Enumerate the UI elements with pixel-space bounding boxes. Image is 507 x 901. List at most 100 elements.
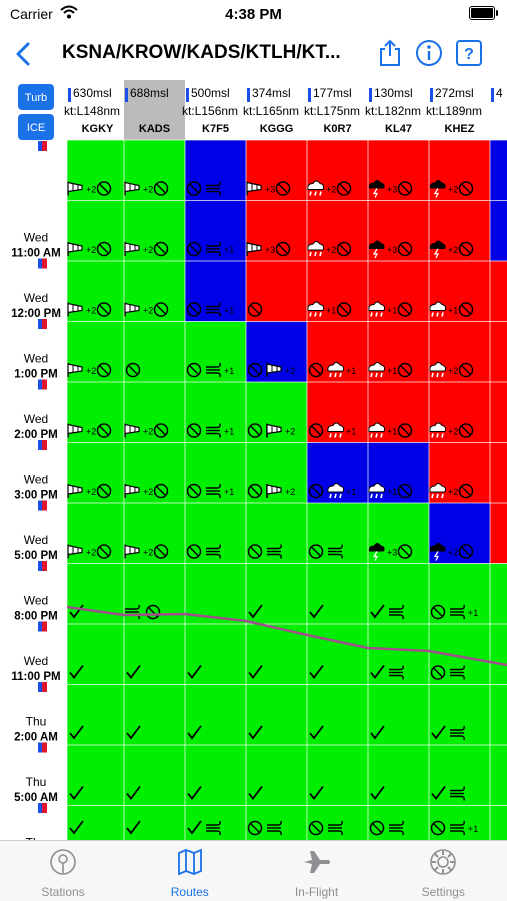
forecast-cell[interactable] [368, 563, 429, 625]
forecast-cell[interactable] [429, 624, 490, 685]
forecast-cell[interactable] [307, 503, 368, 564]
station-header[interactable]: 630msl kt:L148nm KGKY [64, 86, 120, 135]
forecast-cell[interactable] [490, 745, 507, 806]
forecast-cell[interactable] [246, 805, 307, 841]
forecast-cell[interactable]: +2 [429, 382, 490, 443]
forecast-cell[interactable]: +2 [429, 503, 490, 564]
forecast-cell[interactable] [124, 624, 185, 685]
forecast-cell[interactable] [490, 200, 507, 262]
forecast-cell[interactable]: +2 [124, 140, 185, 201]
forecast-cell[interactable] [124, 321, 185, 383]
forecast-cell[interactable]: +1 [307, 321, 368, 383]
tab-routes[interactable]: Routes [127, 847, 253, 899]
forecast-cell[interactable]: +1 [185, 200, 246, 262]
forecast-cell[interactable] [490, 624, 507, 685]
share-icon[interactable] [376, 39, 404, 67]
forecast-cell[interactable] [246, 745, 307, 806]
forecast-cell[interactable] [185, 684, 246, 746]
forecast-cell[interactable] [67, 624, 128, 685]
forecast-cell[interactable]: +2 [246, 321, 307, 383]
forecast-cell[interactable]: +1 [429, 563, 490, 625]
station-header[interactable]: 4 [491, 86, 503, 102]
forecast-cell[interactable] [490, 563, 507, 625]
turb-toggle-button[interactable]: Turb [18, 84, 54, 110]
forecast-cell[interactable] [307, 805, 368, 841]
forecast-cell[interactable]: +1 [429, 261, 490, 322]
forecast-cell[interactable]: +2 [67, 140, 128, 201]
forecast-cell[interactable] [490, 140, 507, 201]
forecast-cell[interactable]: +1 [368, 442, 429, 504]
forecast-cell[interactable]: +2 [124, 200, 185, 262]
forecast-cell[interactable]: +1 [185, 442, 246, 504]
help-icon[interactable]: ? [455, 39, 483, 67]
forecast-cell[interactable] [67, 805, 128, 841]
forecast-cell[interactable] [185, 140, 246, 201]
forecast-cell[interactable] [368, 745, 429, 806]
forecast-cell[interactable]: +1 [185, 261, 246, 322]
tab-stations[interactable]: Stations [0, 847, 126, 899]
back-chevron-icon[interactable] [10, 40, 38, 68]
station-header[interactable]: 500msl kt:L156nm K7F5 [182, 86, 238, 135]
forecast-cell[interactable] [368, 805, 429, 841]
forecast-cell[interactable] [429, 684, 490, 746]
forecast-cell[interactable]: +2 [246, 382, 307, 443]
forecast-cell[interactable] [429, 745, 490, 806]
forecast-cell[interactable]: +3 [368, 140, 429, 201]
forecast-cell[interactable]: +1 [185, 321, 246, 383]
forecast-cell[interactable]: +2 [124, 382, 185, 443]
forecast-cell[interactable] [490, 503, 507, 564]
forecast-cell[interactable] [307, 563, 368, 625]
forecast-cell[interactable] [246, 261, 307, 322]
forecast-cell[interactable]: +1 [368, 382, 429, 443]
info-icon[interactable] [415, 39, 443, 67]
forecast-cell[interactable] [307, 684, 368, 746]
station-header[interactable]: 272msl kt:L189nm KHEZ [426, 86, 482, 135]
forecast-cell[interactable]: +1 [429, 805, 490, 841]
forecast-cell[interactable] [490, 805, 507, 841]
tab-in-flight[interactable]: In-Flight [254, 847, 380, 899]
forecast-cell[interactable] [490, 684, 507, 746]
forecast-cell[interactable]: +1 [185, 382, 246, 443]
forecast-cell[interactable]: +2 [307, 140, 368, 201]
forecast-cell[interactable] [67, 745, 128, 806]
forecast-cell[interactable]: +1 [368, 321, 429, 383]
forecast-cell[interactable]: +2 [124, 261, 185, 322]
forecast-cell[interactable]: +2 [429, 321, 490, 383]
ice-toggle-button[interactable]: ICE [18, 114, 54, 140]
forecast-cell[interactable]: +2 [124, 503, 185, 564]
forecast-cell[interactable] [185, 624, 246, 685]
forecast-cell[interactable] [307, 624, 368, 685]
forecast-cell[interactable] [185, 745, 246, 806]
forecast-cell[interactable] [124, 745, 185, 806]
forecast-cell[interactable]: +2 [124, 442, 185, 504]
forecast-cell[interactable] [185, 503, 246, 564]
station-header[interactable]: 688msl KADS [124, 80, 185, 140]
forecast-cell[interactable] [368, 684, 429, 746]
station-header[interactable]: 177msl kt:L175nm K0R7 [304, 86, 360, 135]
forecast-cell[interactable] [185, 805, 246, 841]
forecast-cell[interactable]: +2 [67, 261, 128, 322]
forecast-cell[interactable] [124, 805, 185, 841]
forecast-cell[interactable]: +3 [246, 140, 307, 201]
forecast-cell[interactable] [490, 321, 507, 383]
forecast-cell[interactable] [124, 684, 185, 746]
forecast-cell[interactable] [490, 382, 507, 443]
forecast-cell[interactable] [307, 745, 368, 806]
forecast-cell[interactable]: +2 [67, 200, 128, 262]
forecast-cell[interactable]: +1 [368, 261, 429, 322]
forecast-cell[interactable]: +2 [307, 200, 368, 262]
forecast-cell[interactable] [490, 442, 507, 504]
station-header[interactable]: 374msl kt:L165nm KGGG [243, 86, 299, 135]
forecast-cell[interactable]: +1 [307, 442, 368, 504]
forecast-cell[interactable] [246, 563, 307, 625]
forecast-cell[interactable] [246, 684, 307, 746]
forecast-cell[interactable] [246, 503, 307, 564]
station-header[interactable]: 130msl kt:L182nm KL47 [365, 86, 421, 135]
forecast-cell[interactable]: +2 [67, 321, 128, 383]
forecast-cell[interactable]: +2 [67, 503, 128, 564]
forecast-cell[interactable] [246, 624, 307, 685]
forecast-cell[interactable]: +2 [429, 442, 490, 504]
tab-settings[interactable]: Settings [380, 847, 506, 899]
forecast-cell[interactable]: +1 [307, 382, 368, 443]
forecast-cell[interactable]: +1 [307, 261, 368, 322]
